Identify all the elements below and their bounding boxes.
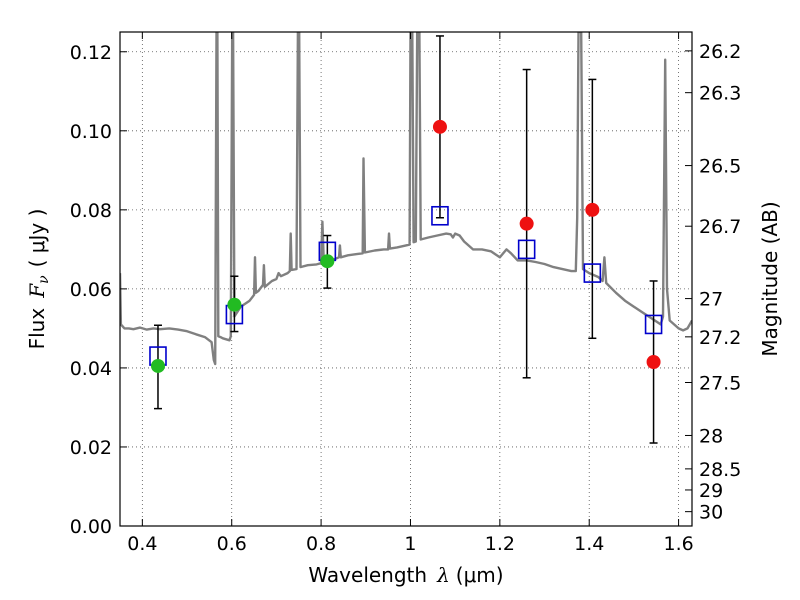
y-axis-title: Flux Fν ( μJy ) xyxy=(25,209,52,350)
model-flux-square xyxy=(517,239,536,260)
model-flux-square xyxy=(644,314,663,335)
model-flux-square xyxy=(431,205,449,226)
y2-axis-title: Magnitude (AB) xyxy=(758,201,782,356)
y-tick-label: 0.10 xyxy=(70,121,112,143)
x-tick-label: 1.4 xyxy=(574,533,604,555)
axis-ticks: 0.4 0.6 0.8 1 1.2 1.4 1.6 0.00 0.02 0.04 0.06 0.08 0… xyxy=(70,32,741,555)
x-tick-label: 1 xyxy=(404,533,416,555)
y-tick-label: 0.02 xyxy=(70,437,112,459)
y2-tick-label: 27.5 xyxy=(699,373,741,395)
observed-flux-point xyxy=(227,297,242,312)
y2-tick-label: 26.5 xyxy=(699,156,741,178)
y-axis-label: Flux xyxy=(25,308,49,350)
y2-tick-label: 26.2 xyxy=(699,41,741,63)
y2-tick-label: 26.7 xyxy=(699,216,741,238)
y2-tick-label: 28.5 xyxy=(699,459,741,481)
observed-flux-point xyxy=(585,202,600,217)
y-tick-label: 0.00 xyxy=(70,516,112,538)
plot-frame xyxy=(119,31,693,527)
data-marks xyxy=(149,35,663,444)
observed-flux-point xyxy=(432,119,447,134)
observed-flux-point xyxy=(150,358,165,373)
observed-flux-point xyxy=(646,354,661,369)
y2-tick-label: 30 xyxy=(699,502,723,524)
y-axis-unit: ( μJy ) xyxy=(25,209,49,268)
y-tick-label: 0.04 xyxy=(70,358,112,380)
y2-tick-label: 27 xyxy=(699,289,723,311)
x-tick-label: 1.2 xyxy=(485,533,515,555)
y2-tick-label: 26.3 xyxy=(699,83,741,105)
y2-tick-label: 29 xyxy=(699,480,723,502)
observed-flux-point xyxy=(320,254,335,269)
y-tick-label: 0.08 xyxy=(70,200,112,222)
y2-tick-label: 28 xyxy=(699,425,723,447)
y-tick-label: 0.12 xyxy=(70,42,112,64)
x-tick-label: 1.6 xyxy=(663,533,693,555)
y-tick-label: 0.06 xyxy=(70,279,112,301)
observed-flux-point xyxy=(519,216,534,231)
model-flux-square xyxy=(583,263,602,283)
x-axis-unit: (μm) xyxy=(456,563,504,587)
y2-tick-label: 27.2 xyxy=(699,327,741,349)
spectrum-layer xyxy=(120,32,692,366)
x-axis-title: Wavelength λ (μm) xyxy=(308,563,503,587)
y-axis-subscript: ν xyxy=(36,275,52,284)
x-axis-label: Wavelength xyxy=(308,563,427,587)
x-axis-symbol: λ xyxy=(436,563,450,587)
x-tick-label: 0.4 xyxy=(127,533,157,555)
x-tick-label: 0.6 xyxy=(217,533,247,555)
y-axis-symbol: F xyxy=(25,283,49,299)
spectrum-line xyxy=(120,32,692,366)
x-tick-label: 0.8 xyxy=(306,533,336,555)
